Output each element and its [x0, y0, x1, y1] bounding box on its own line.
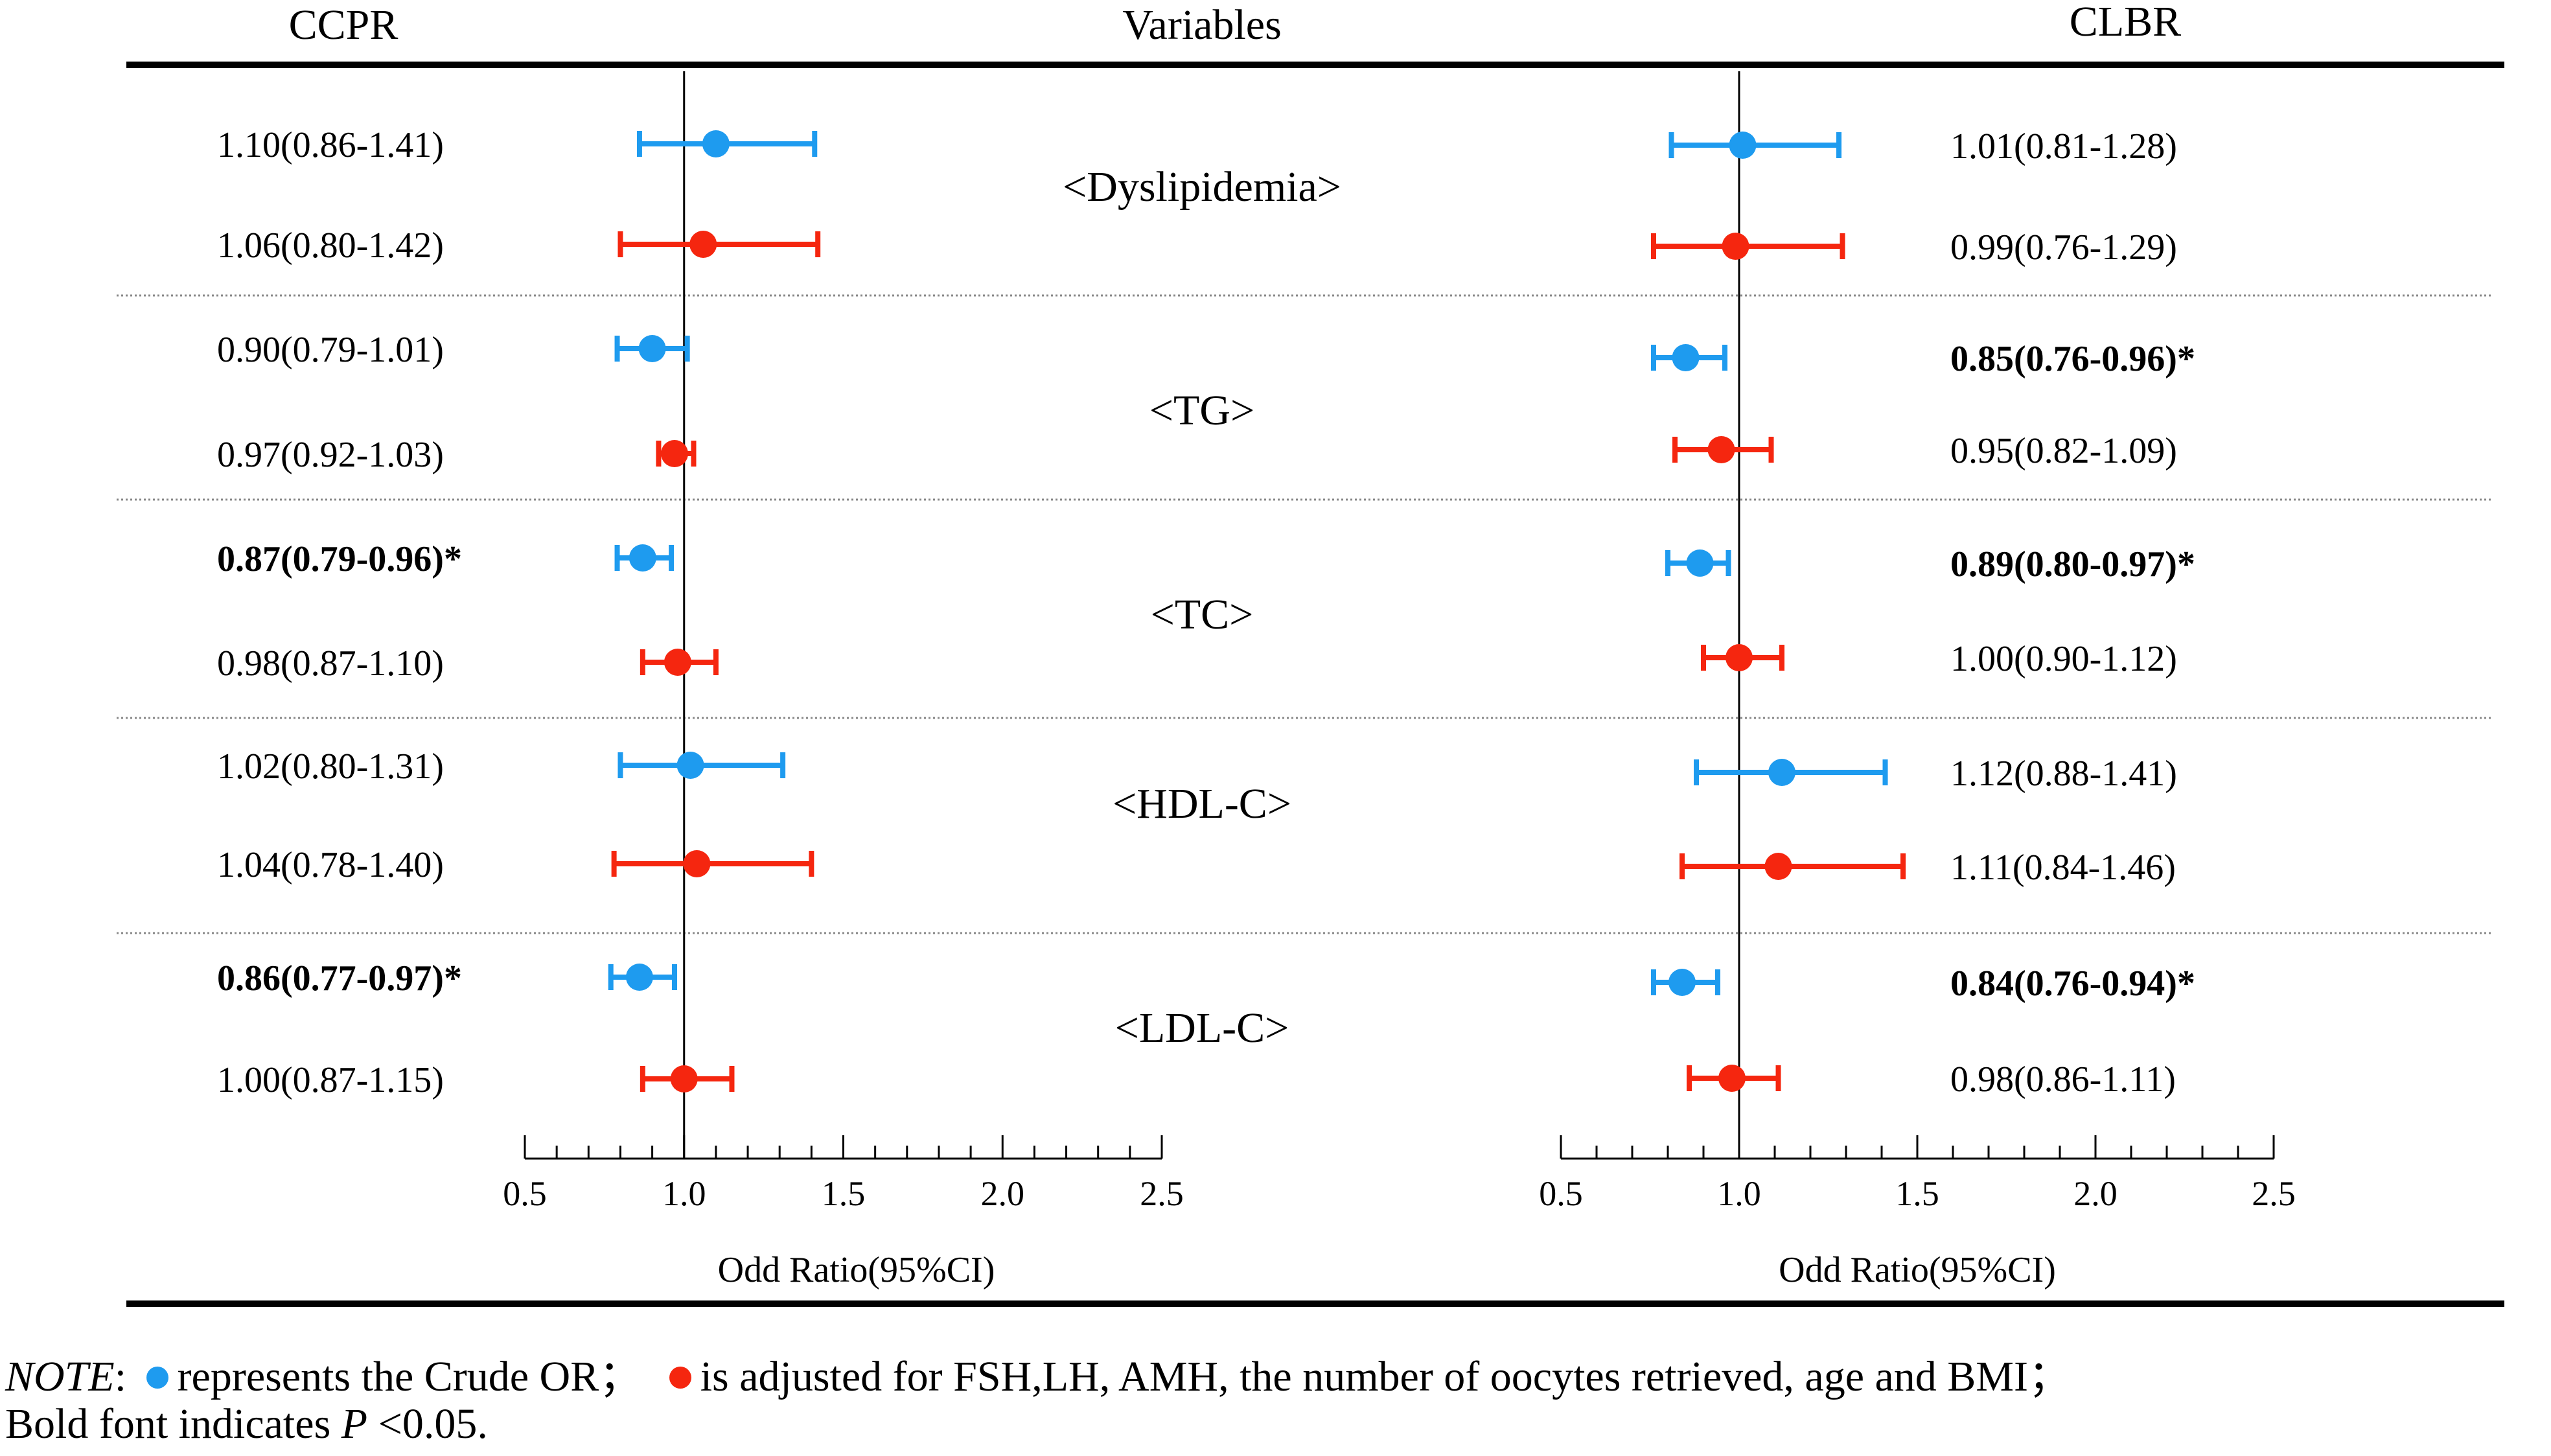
forest-point-adjusted-or-hdl-c: 1.11(0.84-1.46) — [1680, 848, 2176, 888]
x-tick-label: 2.0 — [2073, 1174, 2118, 1213]
odds-ratio-marker — [1768, 759, 1795, 786]
odds-ratio-marker — [1707, 436, 1735, 463]
value-label: 0.90(0.79-1.01) — [217, 330, 444, 370]
odds-ratio-marker — [1672, 344, 1700, 371]
value-label: 1.10(0.86-1.41) — [217, 125, 444, 165]
value-label: 0.95(0.82-1.09) — [1950, 431, 2177, 471]
header-variables: Variables — [1122, 1, 1282, 49]
forest-point-crude-or-tc: 0.89(0.80-0.97)* — [1665, 544, 2195, 584]
value-label: 0.86(0.77-0.97)* — [217, 958, 462, 999]
odds-ratio-marker — [638, 335, 666, 362]
variable-labels: <Dyslipidemia> <TG> <TC> <HDL-C> <LDL-C> — [1063, 163, 1341, 1052]
value-label: 0.89(0.80-0.97)* — [1950, 544, 2195, 584]
odds-ratio-marker — [670, 1065, 698, 1092]
note-colon: : — [114, 1353, 127, 1400]
odds-ratio-marker — [683, 850, 711, 877]
forest-point-adjusted-or-dyslipidemia: 0.99(0.76-1.29) — [1651, 227, 2177, 268]
crude-legend-dot-icon — [146, 1366, 168, 1389]
note-label: NOTE — [5, 1353, 115, 1400]
forest-point-crude-or-dyslipidemia: 1.01(0.81-1.28) — [1668, 126, 2177, 167]
note-p-symbol: P — [341, 1400, 368, 1448]
odds-ratio-marker — [629, 544, 656, 572]
x-axis-title: Odd Ratio(95%CI) — [1779, 1250, 2056, 1290]
odds-ratio-marker — [1686, 549, 1714, 577]
value-label: 0.98(0.86-1.11) — [1950, 1059, 2176, 1100]
x-tick-label: 1.5 — [822, 1174, 866, 1213]
forest-point-adjusted-or-tg: 0.97(0.92-1.03) — [217, 435, 697, 475]
note-bold-prefix: Bold font indicates — [5, 1400, 341, 1448]
forest-point-adjusted-or-ldl-c: 0.98(0.86-1.11) — [1687, 1059, 2176, 1100]
forest-point-crude-or-hdl-c: 1.02(0.80-1.31) — [217, 746, 786, 787]
value-label: 0.97(0.92-1.03) — [217, 435, 444, 475]
value-label: 0.87(0.79-0.96)* — [217, 539, 462, 579]
odds-ratio-marker — [689, 231, 717, 258]
x-tick-label: 0.5 — [503, 1174, 547, 1213]
variable-label-tg: <TG> — [1149, 387, 1254, 434]
forest-point-crude-or-dyslipidemia: 1.10(0.86-1.41) — [217, 125, 818, 165]
note-line-1: NOTE: represents the Crude OR； is adjust… — [5, 1341, 2071, 1404]
value-label: 1.02(0.80-1.31) — [217, 746, 444, 787]
forest-point-crude-or-tg: 0.85(0.76-0.96)* — [1651, 339, 2195, 379]
value-label: 1.11(0.84-1.46) — [1950, 848, 2176, 888]
note-adjusted-text: is adjusted for FSH,LH, AMH, the number … — [700, 1353, 2071, 1400]
odds-ratio-marker — [702, 130, 730, 157]
value-label: 0.99(0.76-1.29) — [1950, 227, 2177, 268]
value-label: 0.85(0.76-0.96)* — [1950, 339, 2195, 379]
variable-label-tc: <TC> — [1151, 591, 1254, 638]
x-tick-label: 1.0 — [662, 1174, 706, 1213]
forest-point-adjusted-or-tc: 1.00(0.90-1.12) — [1701, 639, 2177, 679]
odds-ratio-marker — [1726, 644, 1753, 671]
group-dividers — [117, 294, 2493, 934]
forest-point-crude-or-tg: 0.90(0.79-1.01) — [217, 330, 690, 370]
x-tick-label: 2.0 — [981, 1174, 1025, 1213]
forest-point-crude-or-tc: 0.87(0.79-0.96)* — [217, 539, 675, 579]
x-tick-label: 2.5 — [1140, 1174, 1184, 1213]
forest-point-adjusted-or-hdl-c: 1.04(0.78-1.40) — [217, 845, 814, 885]
value-label: 1.01(0.81-1.28) — [1950, 126, 2177, 167]
note-bold-suffix: <0.05. — [367, 1400, 488, 1448]
odds-ratio-marker — [1718, 1065, 1746, 1092]
forest-point-adjusted-or-tg: 0.95(0.82-1.09) — [1672, 431, 2177, 471]
x-tick-label: 0.5 — [1539, 1174, 1583, 1213]
odds-ratio-marker — [1668, 969, 1696, 996]
value-label: 0.98(0.87-1.10) — [217, 643, 444, 684]
value-label: 1.06(0.80-1.42) — [217, 225, 444, 266]
x-tick-label: 1.0 — [1717, 1174, 1761, 1213]
variable-label-ldl-c: <LDL-C> — [1115, 1004, 1289, 1052]
forest-panel-ccpr: 0.5 1.0 1.5 2.0 2.5 Odd Ratio(95%CI) 1.10(0.86… — [217, 71, 1184, 1290]
variable-label-dyslipidemia: <Dyslipidemia> — [1063, 163, 1341, 211]
x-tick-label: 2.5 — [2252, 1174, 2296, 1213]
x-tick-label: 1.5 — [1895, 1174, 1939, 1213]
value-label: 0.84(0.76-0.94)* — [1950, 964, 2195, 1004]
odds-ratio-marker — [1729, 132, 1757, 159]
forest-point-adjusted-or-ldl-c: 1.00(0.87-1.15) — [217, 1060, 735, 1100]
note-line-2: Bold font indicates P <0.05. — [5, 1400, 488, 1449]
value-label: 1.04(0.78-1.40) — [217, 845, 444, 885]
odds-ratio-marker — [625, 964, 653, 991]
header-clbr: CLBR — [2070, 0, 2181, 45]
odds-ratio-marker — [676, 752, 704, 779]
forest-point-crude-or-hdl-c: 1.12(0.88-1.41) — [1694, 754, 2177, 794]
forest-point-crude-or-ldl-c: 0.86(0.77-0.97)* — [217, 958, 678, 999]
header-ccpr: CCPR — [289, 1, 398, 49]
forest-point-adjusted-or-tc: 0.98(0.87-1.10) — [217, 643, 719, 684]
value-label: 1.00(0.87-1.15) — [217, 1060, 444, 1100]
forest-panel-clbr: 0.5 1.0 1.5 2.0 2.5 Odd Ratio(95%CI) 1.01(0.81… — [1539, 71, 2296, 1290]
forest-point-adjusted-or-dyslipidemia: 1.06(0.80-1.42) — [217, 225, 821, 266]
x-axis-title: Odd Ratio(95%CI) — [718, 1250, 995, 1290]
odds-ratio-marker — [1764, 853, 1792, 880]
note-crude-text: represents the Crude OR； — [177, 1353, 642, 1400]
odds-ratio-marker — [661, 440, 689, 467]
odds-ratio-marker — [664, 649, 691, 676]
forest-point-crude-or-ldl-c: 0.84(0.76-0.94)* — [1651, 964, 2195, 1004]
value-label: 1.12(0.88-1.41) — [1950, 754, 2177, 794]
value-label: 1.00(0.90-1.12) — [1950, 639, 2177, 679]
adjusted-legend-dot-icon — [669, 1366, 691, 1389]
odds-ratio-marker — [1722, 233, 1749, 260]
variable-label-hdl-c: <HDL-C> — [1113, 780, 1291, 827]
